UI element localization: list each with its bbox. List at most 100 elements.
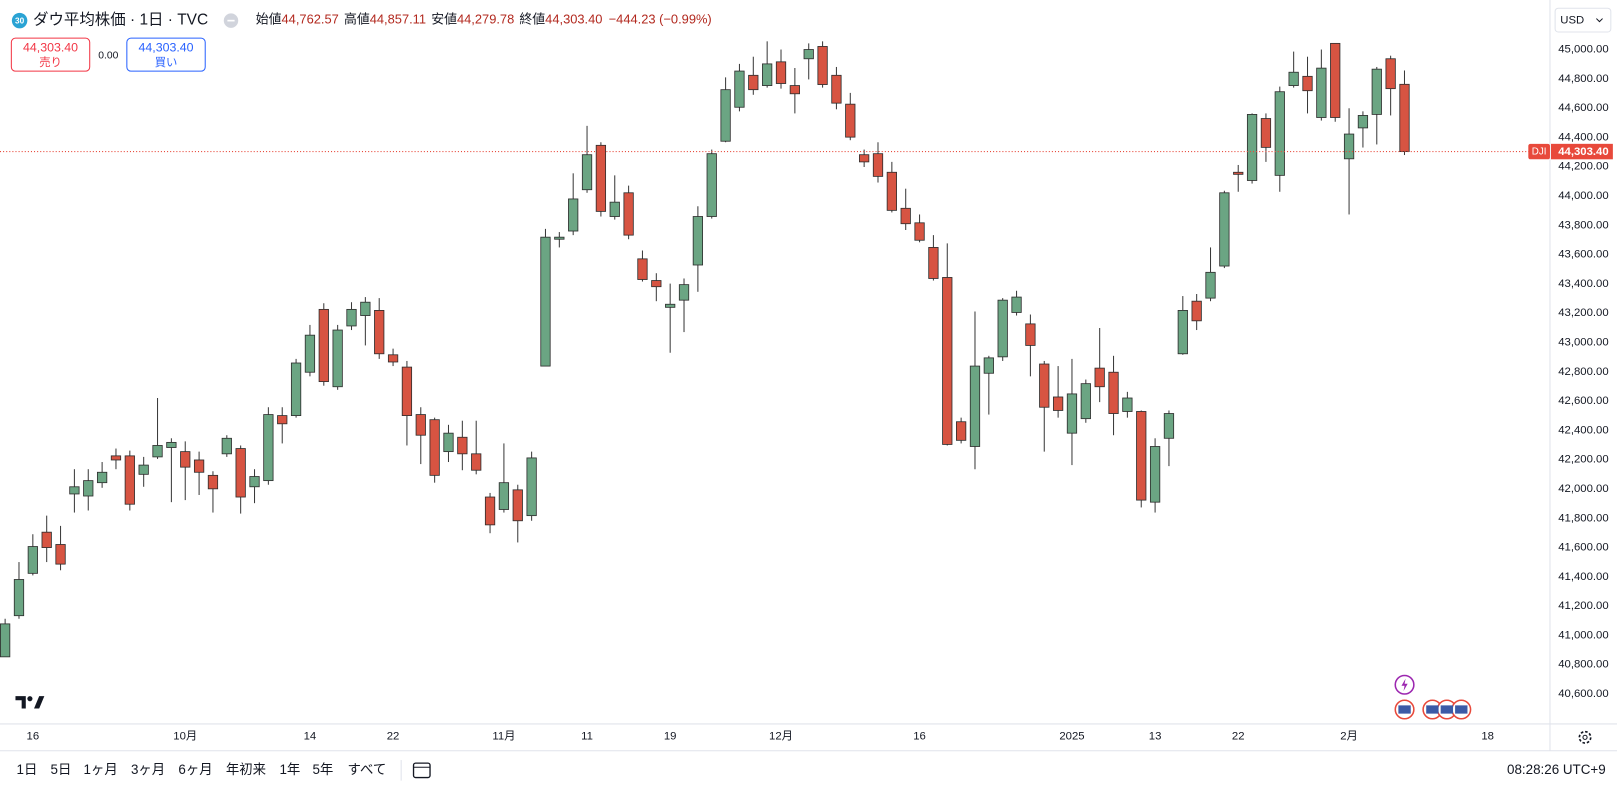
candle-body [1039, 363, 1050, 408]
candle-body [886, 171, 897, 211]
buy-button[interactable] [126, 37, 206, 72]
candle-body [872, 153, 884, 177]
candle-body [914, 222, 925, 241]
candle-body [249, 476, 260, 488]
ohlc-label: 高値 [344, 12, 370, 27]
y-tick-label: 43,200.00 [1558, 307, 1608, 319]
candle-body [900, 207, 911, 225]
ohlc-legend: 始値44,762.57 高値44,857.11 安値44,279.78 終値44,30… [256, 12, 712, 27]
range-button[interactable]: 1ヶ月 [84, 762, 118, 777]
candle-body [471, 453, 482, 471]
candle-body [1399, 83, 1410, 152]
candle-body [429, 419, 440, 476]
candle-body [1191, 300, 1202, 322]
ohlc-value: 44,857.11 [370, 12, 426, 27]
settings-button[interactable] [1578, 730, 1592, 744]
candle-body [581, 154, 593, 191]
range-button[interactable]: 6ヶ月 [178, 762, 212, 777]
candle-body [1052, 396, 1064, 411]
price-tag-text: 44,303.40 [1558, 146, 1608, 158]
logo-part [27, 696, 33, 702]
y-tick-label: 44,200.00 [1558, 161, 1608, 173]
ohlc-label: 終値 [519, 12, 545, 27]
candle-body [1246, 114, 1258, 181]
dropdown-caret [1596, 18, 1603, 23]
candle-body [942, 277, 953, 445]
candle-body [166, 441, 177, 448]
candle-body [1302, 75, 1313, 92]
candle-body [235, 448, 246, 498]
candle-body [221, 437, 232, 455]
symbol-badge [11, 12, 28, 29]
currency-select[interactable] [1554, 7, 1612, 33]
y-tick-label: 45,000.00 [1558, 44, 1608, 56]
y-tick-label: 42,400.00 [1558, 424, 1608, 436]
range-button[interactable]: 3ヶ月 [131, 762, 165, 777]
candle-body [720, 89, 731, 142]
x-tick-label: 16 [913, 730, 926, 742]
candle-body [1233, 171, 1244, 175]
range-button[interactable]: すべて [348, 762, 387, 777]
candle-body [69, 486, 80, 495]
y-tick-label: 43,000.00 [1558, 336, 1608, 348]
range-button[interactable]: 1年 [279, 762, 300, 777]
candle-body [110, 455, 122, 461]
x-tick-label: 16 [27, 730, 40, 742]
sell-button[interactable] [10, 37, 91, 72]
ohlc-value: 44,303.40 [545, 12, 602, 27]
ohlc-label: 始値 [256, 12, 282, 27]
event-icons [1394, 674, 1472, 720]
candle-body [1219, 192, 1230, 267]
candle-body [1205, 271, 1216, 299]
y-tick-label: 43,400.00 [1558, 278, 1608, 290]
candle-body [1094, 367, 1105, 388]
candle-body [609, 201, 620, 217]
candle-body [0, 623, 11, 658]
y-tick-label: 41,600.00 [1558, 542, 1608, 554]
change-value: −444.23 (−0.99%) [609, 12, 712, 27]
y-tick-label: 44,600.00 [1558, 102, 1608, 114]
candle-body [956, 421, 967, 441]
candle-body [817, 46, 828, 85]
flag [1455, 705, 1468, 714]
y-tick-label: 43,600.00 [1558, 249, 1608, 261]
range-button[interactable]: 5日 [51, 762, 72, 777]
sell-price: 44,303.40 [23, 41, 78, 55]
candle-body [13, 579, 25, 617]
range-button[interactable]: 年初来 [226, 762, 266, 777]
range-button[interactable]: 1日 [17, 762, 38, 777]
candle-body [1330, 42, 1341, 118]
candle-body [304, 334, 316, 373]
toolbar: 1日 5日 1ヶ月 3ヶ月 6ヶ月 年初来 1年 5年 すべて 08:28:26… [17, 760, 1606, 781]
y-tick-label: 44,400.00 [1558, 131, 1608, 143]
candle-body [1316, 67, 1327, 118]
candle-body [27, 546, 38, 574]
candle-body [706, 153, 717, 217]
x-tick-label: 11 [581, 730, 593, 742]
ohlc-label: 安値 [431, 12, 457, 27]
candle-body [969, 365, 981, 447]
x-tick-label: 11月 [492, 730, 515, 742]
candle-body [983, 357, 994, 374]
ohlc-value: 44,279.78 [457, 12, 514, 27]
x-tick-label: 13 [1149, 730, 1162, 742]
candle-body [387, 354, 399, 363]
symbol-title[interactable]: ダウ平均株価 · 1日 · TVC [33, 11, 208, 29]
x-tick-label: 22 [1232, 730, 1245, 742]
y-tick-label: 42,000.00 [1558, 483, 1608, 495]
candle-body [1274, 91, 1285, 176]
candle-body [346, 308, 357, 327]
buy-price: 44,303.40 [139, 41, 194, 55]
range-button[interactable]: 5年 [312, 762, 333, 777]
candle-body [928, 247, 939, 279]
candle-body [1149, 446, 1161, 503]
y-tick-label: 41,400.00 [1558, 571, 1608, 583]
candle-body [138, 464, 149, 475]
candle-body [96, 471, 108, 484]
candle-body [55, 544, 66, 565]
y-tick-label: 42,200.00 [1558, 454, 1608, 466]
goto-date-button[interactable] [412, 762, 431, 779]
y-tick-label: 44,800.00 [1558, 73, 1608, 85]
flag [1398, 705, 1411, 714]
